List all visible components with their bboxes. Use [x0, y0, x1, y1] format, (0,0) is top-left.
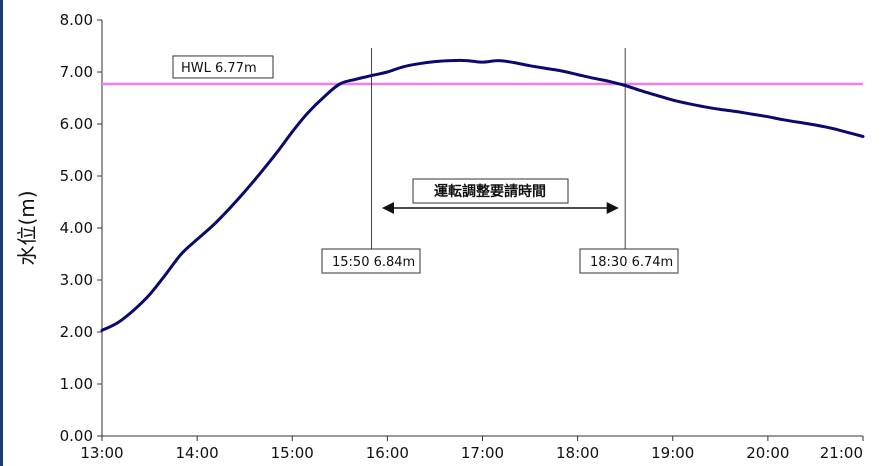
y-tick-label: 0.00: [60, 427, 93, 445]
marker-label-box-start: [321, 248, 421, 274]
hwl-label: HWL 6.77m: [181, 61, 257, 76]
x-tick-label: 19:00: [651, 444, 694, 462]
y-tick-label: 8.00: [60, 11, 93, 29]
x-tick-label: 21:00: [820, 444, 863, 462]
y-tick-label: 3.00: [60, 271, 93, 289]
y-tick-label: 1.00: [60, 375, 93, 393]
water-level-series-line: [100, 58, 865, 332]
y-tick-label: 7.00: [60, 63, 93, 81]
y-tick-label: 5.00: [60, 167, 93, 185]
hwl-label-box: [172, 55, 274, 79]
left-edge-bar: [0, 0, 3, 466]
x-ticks: 13:00 14:00 15:00 16:00 17:00 18:00 19:00 20:00…: [80, 436, 864, 462]
y-axis-label: 水位(m): [15, 190, 39, 265]
span-label: 運転調整要請時間: [434, 183, 546, 200]
x-tick-label: 20:00: [746, 444, 789, 462]
y-tick-label: 4.00: [60, 219, 93, 237]
marker-label-end: 18:30 6.74m: [590, 255, 673, 270]
marker-label-start: 15:50 6.84m: [332, 255, 415, 270]
x-tick-label: 18:00: [556, 444, 599, 462]
y-tick-label: 2.00: [60, 323, 93, 341]
y-tick-label: 6.00: [60, 115, 93, 133]
x-tick-label: 17:00: [461, 444, 504, 462]
span-label-box: [412, 178, 569, 204]
x-tick-label: 13:00: [80, 444, 123, 462]
x-tick-label: 15:00: [271, 444, 314, 462]
y-ticks: 0.00 1.00 2.00 3.00 4.00 5.00 6.00 7.00 8.00: [60, 11, 102, 445]
marker-label-box-end: [579, 248, 679, 274]
x-tick-label: 14:00: [176, 444, 219, 462]
x-tick-label: 16:00: [366, 444, 409, 462]
